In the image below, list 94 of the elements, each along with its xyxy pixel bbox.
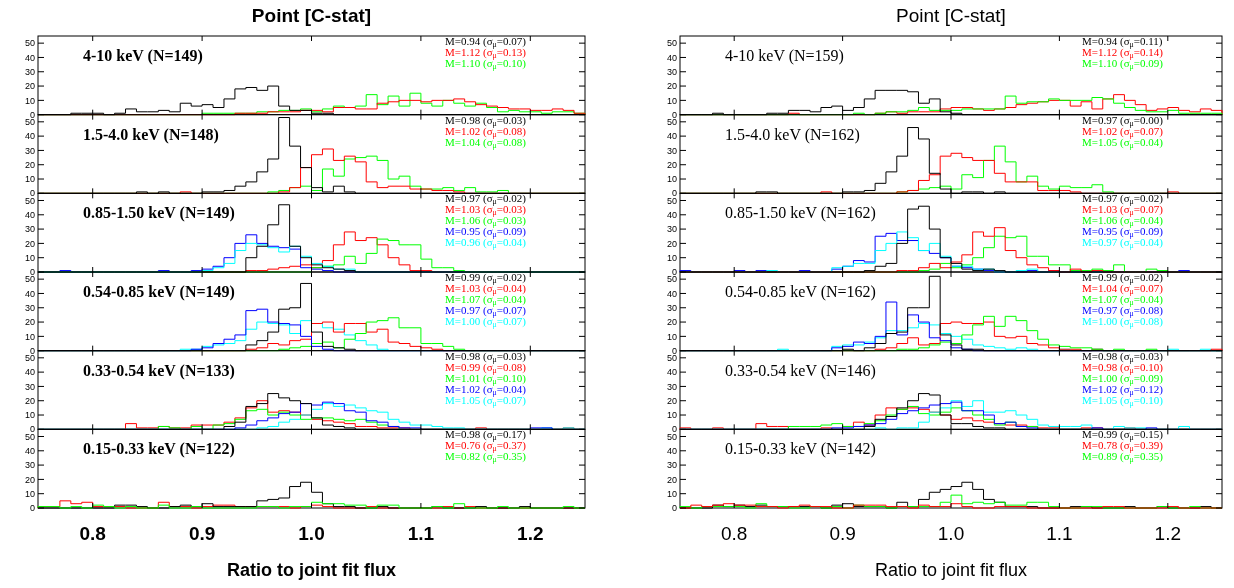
x-tick-label: 0.8	[720, 523, 748, 544]
y-tick-label: 30	[666, 381, 677, 392]
y-tick-label: 40	[24, 131, 35, 142]
y-tick-label: 30	[24, 66, 35, 77]
y-tick-label: 40	[24, 209, 35, 220]
y-tick-label: 10	[666, 252, 677, 263]
y-tick-label: 10	[666, 331, 677, 342]
legend-label: M=0.99 (σ$_{μ}$=0.02)	[1082, 271, 1164, 285]
text: M=1.10 (σ$_{μ}$=0.09)	[1082, 57, 1164, 71]
text: M=1.07 (σ$_{μ}$=0.04)	[1082, 293, 1164, 307]
y-tick-label: 30	[666, 224, 677, 235]
annotation: 0.15-0.33 keV (N=142)	[725, 440, 876, 459]
y-tick-label: 10	[666, 95, 677, 106]
x-axis-title: Ratio to joint fit flux	[227, 560, 396, 580]
y-tick-label: 10	[24, 331, 35, 342]
x-tick-label: 1.1	[1046, 523, 1073, 544]
y-tick-label: 0	[671, 503, 677, 514]
y-tick-label: 20	[24, 81, 35, 92]
y-tick-label: 20	[666, 238, 677, 249]
y-tick-label: 20	[24, 238, 35, 249]
annotation: 0.54-0.85 keV (N=149)	[83, 283, 235, 301]
y-tick-label: 20	[666, 317, 677, 328]
text: M=1.12 (σ$_{μ}$=0.14)	[1082, 46, 1164, 60]
y-tick-label: 20	[666, 81, 677, 92]
annotation: 0.33-0.54 keV (N=133)	[83, 361, 235, 380]
y-tick-label: 30	[666, 302, 677, 313]
chart-title: Point [C-stat]	[251, 5, 372, 26]
annotation: 0.33-0.54 keV (N=146)	[725, 361, 876, 380]
y-tick-label: 40	[24, 288, 35, 299]
y-tick-label: 20	[24, 317, 35, 328]
legend-label: M=0.99 (σ$_{μ}$=0.02)	[445, 271, 527, 285]
y-tick-label: 10	[24, 174, 35, 185]
x-tick-label: 1.1	[407, 523, 435, 544]
y-tick-label: 30	[24, 381, 35, 392]
y-tick-label: 50	[24, 38, 35, 49]
x-tick-label: 0.8	[79, 523, 106, 544]
y-tick-label: 40	[666, 131, 677, 142]
y-tick-label: 40	[666, 288, 677, 299]
y-tick-label: 20	[666, 474, 677, 485]
y-tick-label: 30	[24, 145, 35, 156]
annotation: 1.5-4.0 keV (N=148)	[83, 125, 219, 144]
y-tick-label: 40	[666, 52, 677, 63]
y-tick-label: 30	[24, 460, 35, 471]
y-tick-label: 30	[666, 145, 677, 156]
x-axis-title: Ratio to joint fit flux	[874, 560, 1028, 580]
x-tick-label: 0.9	[188, 523, 216, 544]
y-tick-label: 20	[24, 395, 35, 406]
y-tick-label: 20	[666, 395, 677, 406]
y-tick-label: 30	[24, 224, 35, 235]
y-tick-label: 10	[24, 95, 35, 106]
text: M=1.07 (σ$_{μ}$=0.04)	[445, 293, 527, 307]
y-tick-label: 30	[24, 302, 35, 313]
y-tick-label: 10	[24, 410, 35, 421]
text: M=1.03 (σ$_{μ}$=0.04)	[445, 282, 527, 296]
y-tick-label: 20	[24, 159, 35, 170]
annotation: 4-10 keV (N=159)	[725, 47, 844, 65]
y-tick-label: 10	[24, 488, 35, 499]
y-tick-label: 40	[24, 367, 35, 378]
x-tick-label: 1.0	[298, 523, 325, 544]
text: M=1.04 (σ$_{μ}$=0.07)	[1082, 282, 1164, 296]
y-tick-label: 30	[666, 460, 677, 471]
x-tick-label: 1.0	[937, 523, 965, 544]
x-tick-label: 1.2	[1154, 523, 1182, 544]
series-label: M=1.00 (σ$_{μ}$=0.07)	[445, 315, 527, 329]
annotation: 0.85-1.50 keV (N=149)	[83, 204, 235, 223]
annotation: 0.54-0.85 keV (N=162)	[725, 283, 876, 301]
y-tick-label: 10	[24, 252, 35, 263]
y-tick-label: 30	[666, 66, 677, 77]
y-tick-label: 40	[24, 445, 35, 456]
y-tick-label: 10	[666, 488, 677, 499]
y-tick-label: 40	[666, 367, 677, 378]
y-tick-label: 40	[666, 445, 677, 456]
legend-label: M=0.94 (σ$_{μ}$=0.07)	[445, 35, 527, 49]
y-tick-label: 10	[666, 410, 677, 421]
annotation: 1.5-4.0 keV (N=162)	[725, 125, 860, 144]
y-tick-label: 50	[666, 38, 677, 49]
x-tick-label: 1.2	[517, 523, 544, 544]
legend-label: M=0.94 (σ$_{μ}$=0.11)	[1082, 35, 1163, 49]
y-tick-label: 20	[666, 159, 677, 170]
y-tick-label: 0	[29, 503, 35, 514]
y-tick-label: 40	[24, 52, 35, 63]
text: M=1.12 (σ$_{μ}$=0.13)	[445, 46, 527, 60]
chart-title: Point [C-stat]	[896, 5, 1006, 26]
text: M=0.97 (σ$_{μ}$=0.07)	[445, 304, 527, 318]
x-tick-label: 0.9	[829, 523, 856, 544]
y-tick-label: 10	[666, 174, 677, 185]
annotation: 0.85-1.50 keV (N=162)	[725, 204, 876, 223]
y-tick-label: 20	[24, 474, 35, 485]
annotation: 4-10 keV (N=149)	[83, 47, 203, 65]
y-tick-label: 40	[666, 209, 677, 220]
text: M=1.10 (σ$_{μ}$=0.10)	[445, 57, 527, 71]
annotation: 0.15-0.33 keV (N=122)	[83, 440, 235, 459]
text: M=0.97 (σ$_{μ}$=0.08)	[1082, 304, 1164, 318]
series-label: M=1.00 (σ$_{μ}$=0.08)	[1082, 315, 1164, 329]
